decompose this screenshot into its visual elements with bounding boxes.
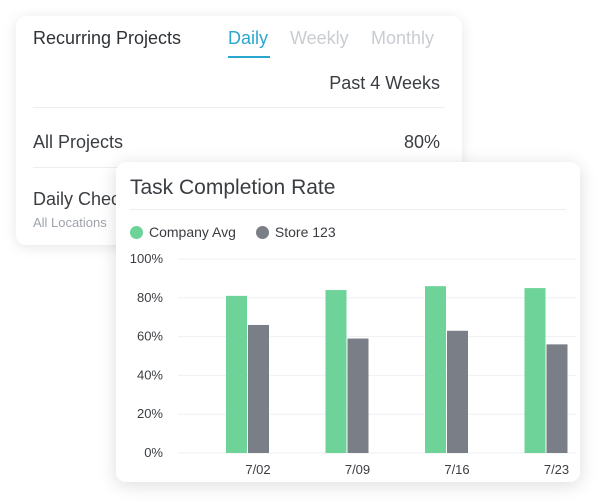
x-tick-label: 7/09	[345, 462, 370, 477]
y-tick-label: 40%	[137, 367, 163, 382]
legend-label-store: Store 123	[274, 224, 336, 240]
active-tab-indicator	[228, 56, 270, 58]
bar-store-7-02[interactable]	[248, 324, 269, 453]
y-tick-label: 100%	[130, 251, 164, 266]
bar-company-avg-7-23[interactable]	[524, 288, 546, 453]
y-tick-label: 60%	[137, 329, 163, 344]
row-daily-checks-label: Daily Checks	[33, 189, 139, 209]
divider	[33, 107, 445, 108]
legend-label-company-avg: Company Avg	[149, 224, 236, 240]
x-tick-label: 7/16	[444, 462, 469, 477]
bar-store-7-23[interactable]	[546, 344, 568, 453]
tab-weekly[interactable]: Weekly	[290, 28, 349, 48]
legend-item-company-avg[interactable]: Company Avg	[130, 224, 236, 240]
row-daily-checks-sublabel: All Locations	[33, 215, 107, 230]
tab-daily[interactable]: Daily	[228, 28, 269, 48]
row-all-projects-value: 80%	[403, 132, 440, 152]
tab-monthly[interactable]: Monthly	[371, 28, 435, 48]
y-tick-label: 20%	[137, 406, 163, 421]
chart-legend: Company Avg Store 123	[130, 224, 356, 240]
y-tick-label: 0%	[144, 445, 163, 460]
bar-company-avg-7-09[interactable]	[325, 290, 347, 453]
bar-company-avg-7-02[interactable]	[226, 295, 247, 453]
row-all-projects-label: All Projects	[33, 132, 124, 152]
legend-item-store[interactable]: Store 123	[255, 224, 336, 240]
y-tick-label: 80%	[137, 290, 163, 305]
bar-store-7-09[interactable]	[347, 338, 369, 453]
bar-chart: 0% 20% 40% 60% 80% 100% 7/02 7/09 7/16 7/23	[130, 251, 576, 477]
bar-store-7-16[interactable]	[447, 330, 468, 453]
x-tick-label: 7/02	[245, 462, 270, 477]
date-range-label: Past 4 Weeks	[329, 73, 440, 93]
chart-title: Task Completion Rate	[130, 176, 336, 199]
recurring-projects-title: Recurring Projects	[33, 28, 182, 48]
bar-company-avg-7-16[interactable]	[425, 286, 446, 453]
task-completion-card: Task Completion Rate Company Avg Store 1…	[116, 162, 580, 482]
legend-swatch-company-avg	[130, 225, 143, 239]
chart-divider	[130, 209, 566, 210]
x-tick-label: 7/23	[544, 462, 569, 477]
legend-swatch-store	[255, 225, 269, 239]
